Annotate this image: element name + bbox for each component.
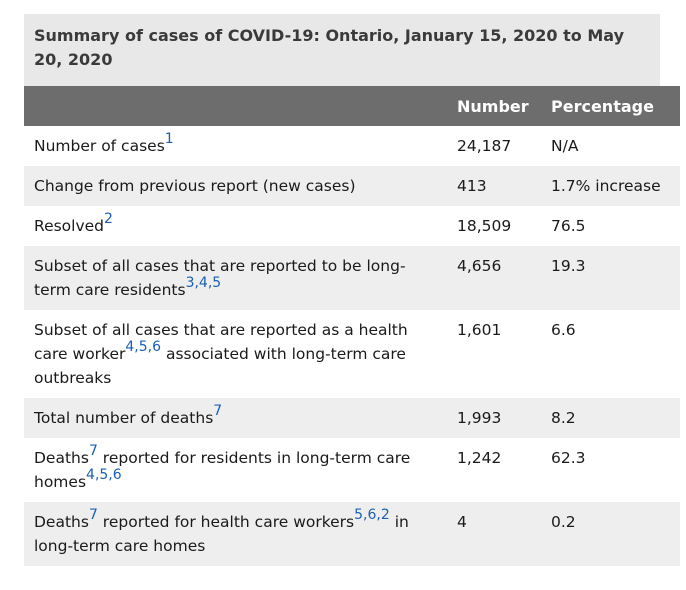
row-percentage: 76.5 (541, 206, 680, 246)
row-percentage: 19.3 (541, 246, 680, 310)
row-label-cell: Number of cases1 (24, 126, 447, 166)
row-label: Total number of deaths (34, 409, 214, 427)
row-label: Subset of all cases that are reported to… (34, 257, 406, 299)
row-percentage: 0.2 (541, 502, 680, 566)
row-label: Subset of all cases that are reported as… (34, 321, 408, 363)
table-row: Deaths7 reported for residents in long-t… (24, 438, 680, 502)
row-label: Deaths (34, 449, 89, 467)
row-label: Change from previous report (new cases) (34, 177, 356, 195)
row-label: Resolved (34, 217, 105, 235)
row-label: Number of cases (34, 137, 165, 155)
row-label: Deaths (34, 513, 89, 531)
footnote-link[interactable]: 2 (104, 210, 113, 227)
row-label-cell: Subset of all cases that are reported as… (24, 310, 447, 398)
row-number: 24,187 (447, 126, 541, 166)
table-row: Subset of all cases that are reported to… (24, 246, 680, 310)
footnote-link[interactable]: 4,5,6 (86, 466, 122, 483)
table-row: Total number of deaths7 1,993 8.2 (24, 398, 680, 438)
footnote-link[interactable]: 4,5,6 (125, 338, 162, 355)
footnote-link[interactable]: 7 (213, 402, 223, 419)
row-percentage: 62.3 (541, 438, 680, 502)
row-label-cell: Deaths7 reported for health care workers… (24, 502, 447, 566)
row-label-tail: associated with long-term care outbreaks (34, 345, 406, 387)
summary-table: Number Percentage Number of cases1 24,187… (24, 86, 680, 566)
footnote-link[interactable]: 7 (88, 442, 98, 459)
footnote-link[interactable]: 5,6,2 (354, 506, 390, 523)
row-label-cell: Total number of deaths7 (24, 398, 447, 438)
table-row: Change from previous report (new cases) 4… (24, 166, 680, 206)
header-description (24, 86, 447, 126)
row-label-cont: reported for residents in long-term care… (34, 449, 411, 491)
table-caption: Summary of cases of COVID-19: Ontario, J… (24, 14, 660, 86)
table-row: Subset of all cases that are reported as… (24, 310, 680, 398)
header-percentage: Percentage (541, 86, 680, 126)
row-number: 413 (447, 166, 541, 206)
row-number: 4,656 (447, 246, 541, 310)
row-percentage: 6.6 (541, 310, 680, 398)
footnote-link[interactable]: 3,4,5 (185, 274, 222, 291)
row-label-cell: Subset of all cases that are reported to… (24, 246, 447, 310)
row-label-cont: reported for health care workers (97, 513, 355, 531)
footnote-link[interactable]: 7 (88, 506, 98, 523)
row-number: 1,242 (447, 438, 541, 502)
header-number: Number (447, 86, 541, 126)
row-label-tail: in long-term care homes (34, 513, 409, 555)
covid-summary-table: Summary of cases of COVID-19: Ontario, J… (24, 14, 680, 566)
table-body: Number of cases1 24,187 N/A Change from pre… (24, 126, 680, 566)
row-label-cell: Resolved2 (24, 206, 447, 246)
row-number: 4 (447, 502, 541, 566)
footnote-link[interactable]: 1 (164, 130, 174, 147)
table-row: Resolved2 18,509 76.5 (24, 206, 680, 246)
row-percentage: 1.7% increase (541, 166, 680, 206)
row-number: 18,509 (447, 206, 541, 246)
row-number: 1,993 (447, 398, 541, 438)
row-label-cell: Deaths7 reported for residents in long-t… (24, 438, 447, 502)
row-number: 1,601 (447, 310, 541, 398)
row-percentage: 8.2 (541, 398, 680, 438)
table-row: Deaths7 reported for health care workers… (24, 502, 680, 566)
table-header-row: Number Percentage (24, 86, 680, 126)
row-percentage: N/A (541, 126, 680, 166)
table-row: Number of cases1 24,187 N/A (24, 126, 680, 166)
row-label-cell: Change from previous report (new cases) (24, 166, 447, 206)
